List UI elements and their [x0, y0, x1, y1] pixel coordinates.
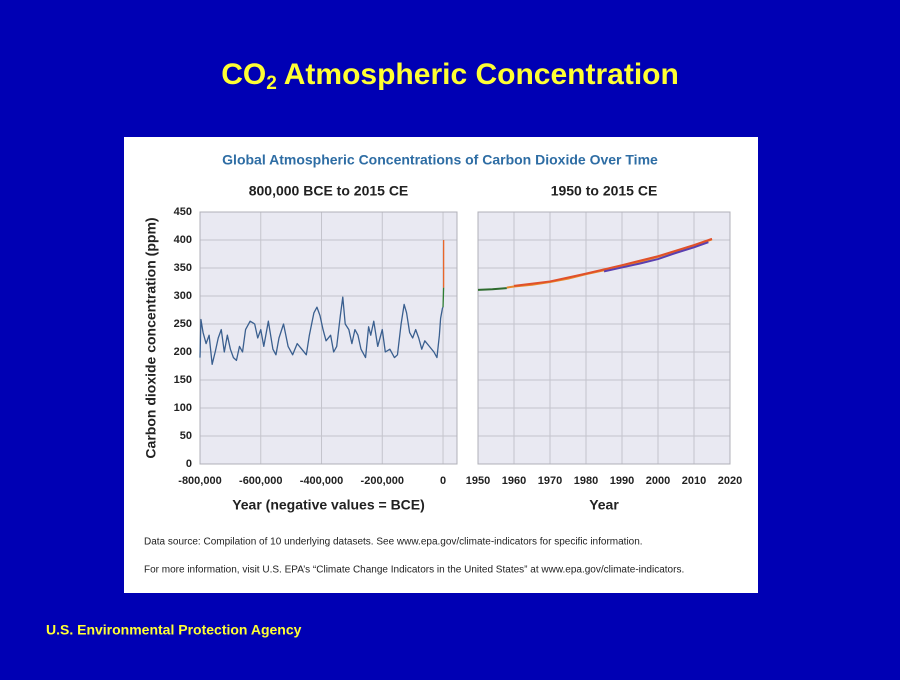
x-tick-label: 2000	[646, 475, 670, 487]
x-tick-label: -400,000	[300, 475, 343, 487]
figure-note: Data source: Compilation of 10 underlyin…	[144, 537, 643, 548]
x-tick-label: 1970	[538, 475, 562, 487]
y-tick-label: 300	[174, 290, 192, 302]
y-tick-label: 250	[174, 318, 192, 330]
y-tick-label: 50	[180, 430, 192, 442]
x-tick-label: 2020	[718, 475, 742, 487]
y-tick-label: 100	[174, 402, 192, 414]
chart-subtitle: 800,000 BCE to 2015 CE	[249, 183, 409, 199]
figure-note: For more information, visit U.S. EPA’s “…	[144, 565, 684, 576]
title-subscript: 2	[266, 73, 277, 94]
y-tick-label: 200	[174, 346, 192, 358]
x-tick-label: -800,000	[178, 475, 221, 487]
y-tick-label: 150	[174, 374, 192, 386]
slide-footer: U.S. Environmental Protection Agency	[46, 622, 302, 638]
title-main: CO	[221, 58, 266, 91]
x-tick-label: 2010	[682, 475, 706, 487]
y-tick-label: 0	[186, 458, 192, 470]
x-axis-label: Year (negative values = BCE)	[232, 497, 425, 513]
data-line	[443, 288, 444, 308]
y-tick-label: 350	[174, 262, 192, 274]
x-tick-label: 1960	[502, 475, 526, 487]
slide-title: CO2 Atmospheric Concentration	[221, 58, 679, 94]
charts: 800,000 BCE to 2015 CE 0 50 100 150 200 250 300…	[143, 183, 743, 513]
y-tick-label: 450	[174, 206, 192, 218]
x-tick-label: 0	[440, 475, 446, 487]
x-tick-label: 1980	[574, 475, 598, 487]
title-rest: Atmospheric Concentration	[284, 58, 679, 91]
y-tick-label: 400	[174, 234, 192, 246]
x-tick-label: 1950	[466, 475, 490, 487]
x-tick-label: 1990	[610, 475, 634, 487]
x-tick-label: -600,000	[239, 475, 282, 487]
chart-subtitle: 1950 to 2015 CE	[551, 183, 658, 199]
x-axis-label: Year	[589, 497, 619, 513]
x-tick-label: -200,000	[361, 475, 404, 487]
figure-title: Global Atmospheric Concentrations of Car…	[222, 152, 658, 168]
y-axis-label: Carbon dioxide concentration (ppm)	[143, 217, 159, 458]
plot-area	[478, 212, 730, 464]
